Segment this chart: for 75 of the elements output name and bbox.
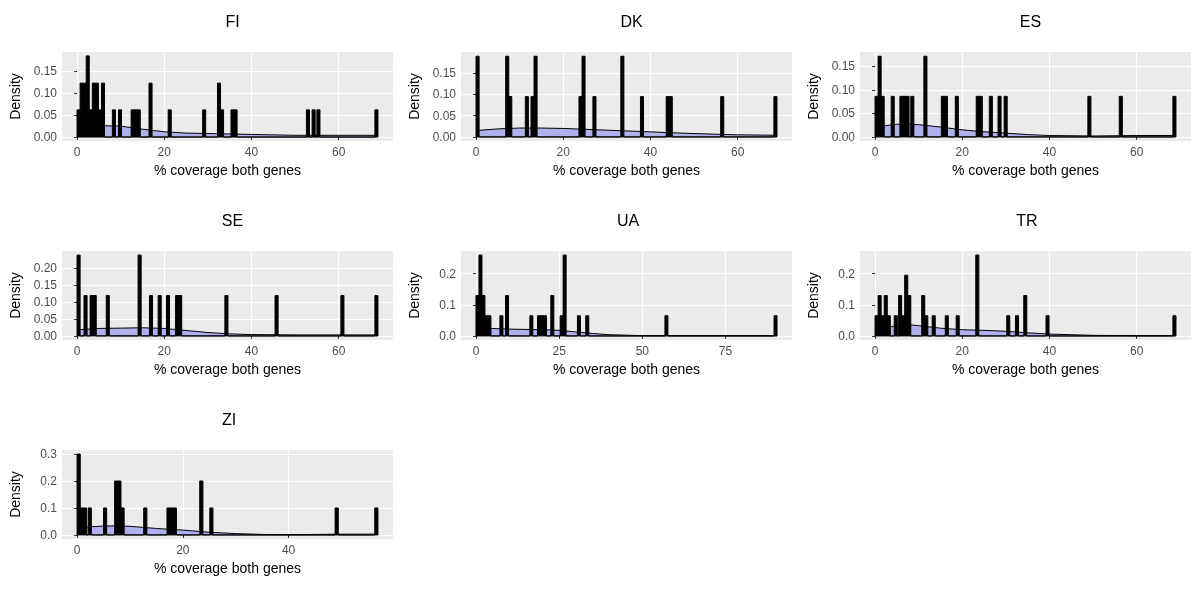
x-tick-label: 20 xyxy=(176,543,190,557)
y-tick-label: 0.05 xyxy=(432,108,457,123)
x-tick-label: 20 xyxy=(157,145,172,159)
x-tick-label: 50 xyxy=(635,344,650,358)
y-tick-label: 0.0 xyxy=(40,527,58,542)
x-tick-label: 0 xyxy=(73,145,81,159)
y-tick-label: 0.00 xyxy=(33,130,58,145)
y-tick-label: 0.05 xyxy=(831,106,856,121)
x-axis-title: % coverage both genes xyxy=(552,162,701,178)
x-tick-label: 20 xyxy=(556,145,571,159)
x-tick-label: 20 xyxy=(955,145,970,159)
chart-title: ES xyxy=(1019,12,1042,30)
y-tick-label: 0.2 xyxy=(439,266,457,281)
chart-title: UA xyxy=(616,211,640,229)
y-axis-title: Density xyxy=(7,272,23,319)
y-tick-label: 0.15 xyxy=(33,64,58,79)
y-axis-title: Density xyxy=(406,272,422,319)
x-tick-label: 0 xyxy=(472,145,480,159)
y-tick-label: 0.1 xyxy=(40,500,58,515)
x-tick-label: 40 xyxy=(281,543,296,557)
y-tick-label: 0.10 xyxy=(33,294,58,309)
y-tick-label: 0.05 xyxy=(33,311,58,326)
y-axis-title: Density xyxy=(7,471,23,518)
x-axis-title: % coverage both genes xyxy=(153,361,302,377)
y-tick-label: 0.15 xyxy=(33,277,58,292)
y-tick-label: 0.3 xyxy=(40,447,58,462)
y-tick-label: 0.2 xyxy=(838,266,856,281)
x-tick-label: 75 xyxy=(718,344,733,358)
x-tick-label: 25 xyxy=(552,344,567,358)
y-tick-label: 0.15 xyxy=(831,59,856,74)
x-axis-title: % coverage both genes xyxy=(951,162,1100,178)
x-tick-label: 0 xyxy=(871,344,879,358)
y-tick-label: 0.10 xyxy=(33,86,58,101)
x-tick-label: 60 xyxy=(731,145,745,159)
x-axis-title: % coverage both genes xyxy=(552,361,701,377)
x-axis-title: % coverage both genes xyxy=(951,361,1100,377)
x-axis-title: % coverage both genes xyxy=(153,560,302,576)
chart-title: ZI xyxy=(221,410,237,428)
y-tick-label: 0.10 xyxy=(432,87,457,102)
y-tick-label: 0.15 xyxy=(432,66,457,81)
x-tick-label: 60 xyxy=(1130,145,1144,159)
y-axis-title: Density xyxy=(805,73,821,120)
x-tick-label: 60 xyxy=(332,145,346,159)
y-tick-label: 0.10 xyxy=(831,82,856,97)
y-tick-label: 0.00 xyxy=(831,129,856,144)
x-tick-label: 40 xyxy=(1042,344,1057,358)
chart-title: TR xyxy=(1016,211,1038,229)
y-tick-label: 0.1 xyxy=(439,297,457,312)
x-tick-label: 0 xyxy=(871,145,879,159)
y-tick-label: 0.0 xyxy=(439,328,457,343)
y-axis-title: Density xyxy=(805,272,821,319)
y-tick-label: 0.0 xyxy=(838,328,856,343)
chart-title: FI xyxy=(225,12,240,30)
chart-title: DK xyxy=(620,12,643,30)
y-tick-label: 0.00 xyxy=(33,328,58,343)
y-tick-label: 0.00 xyxy=(432,129,457,144)
y-tick-label: 0.05 xyxy=(33,108,58,123)
y-tick-label: 0.1 xyxy=(838,297,856,312)
x-axis-title: % coverage both genes xyxy=(153,162,302,178)
x-tick-label: 0 xyxy=(472,344,480,358)
x-tick-label: 20 xyxy=(955,344,970,358)
x-tick-label: 60 xyxy=(1130,344,1144,358)
y-tick-label: 0.2 xyxy=(40,474,58,489)
x-tick-label: 20 xyxy=(157,344,172,358)
x-tick-label: 40 xyxy=(244,344,259,358)
x-tick-label: 60 xyxy=(332,344,346,358)
x-tick-label: 40 xyxy=(643,145,658,159)
y-axis-title: Density xyxy=(406,73,422,120)
x-tick-label: 0 xyxy=(73,543,81,557)
x-tick-label: 40 xyxy=(244,145,259,159)
x-tick-label: 0 xyxy=(73,344,81,358)
x-tick-label: 40 xyxy=(1042,145,1057,159)
chart-title: SE xyxy=(221,211,244,229)
y-axis-title: Density xyxy=(7,73,23,120)
y-tick-label: 0.20 xyxy=(33,260,58,275)
